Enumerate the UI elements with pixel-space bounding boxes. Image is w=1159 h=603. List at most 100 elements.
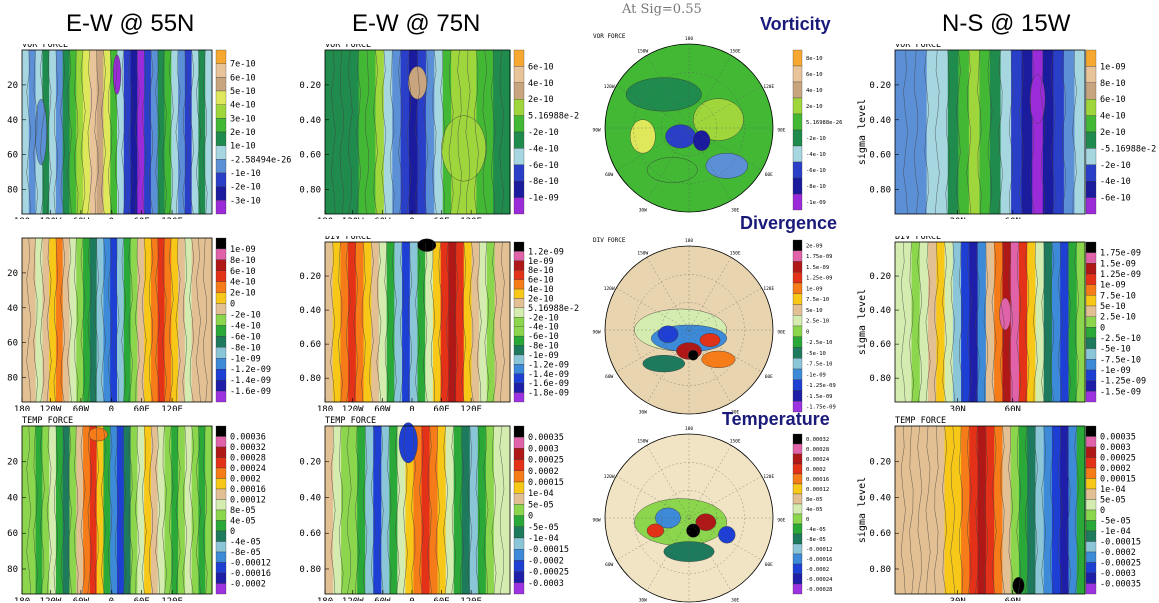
plot-frame	[21, 49, 213, 215]
contour-line	[330, 425, 336, 595]
contour-band	[22, 50, 30, 214]
colorbar-label: 0.00015	[528, 478, 564, 488]
x-tick-label: 180	[14, 217, 30, 219]
colorbar-label: -2.5e-10	[806, 340, 833, 346]
contour-line	[53, 425, 59, 595]
contour-line	[60, 49, 66, 215]
colorbar-swatch	[215, 49, 227, 64]
contour-line	[987, 49, 993, 215]
contour-blob	[625, 77, 702, 112]
contour-line	[331, 49, 336, 215]
x-tick-label: 120W	[342, 405, 364, 411]
colorbar-swatch	[1085, 348, 1097, 360]
x-tick-label: 180	[317, 405, 333, 411]
y-tick-label: 0.20	[869, 81, 891, 91]
colorbar-label: -4e-10	[528, 323, 559, 333]
contour-band	[394, 242, 403, 402]
y-tick-label: 0.20	[869, 272, 891, 282]
contour-line	[87, 237, 93, 403]
colorbar-swatch	[513, 115, 525, 133]
contour-band	[936, 426, 946, 594]
contour-band	[117, 50, 125, 214]
contour-line	[39, 237, 45, 403]
contour-band	[479, 242, 488, 402]
contour-line	[955, 49, 961, 215]
y-tick-label: 0.80	[869, 186, 891, 196]
contour-line	[107, 237, 113, 403]
contour-band	[123, 50, 132, 214]
colorbar-swatch	[792, 483, 803, 495]
contour-band	[110, 50, 118, 214]
contour-line	[361, 241, 366, 403]
contour-band	[178, 426, 186, 594]
colorbar-swatch	[215, 488, 227, 500]
contour-line	[128, 237, 133, 403]
colorbar-swatch	[792, 473, 803, 485]
colorbar-swatch	[215, 425, 227, 437]
contour-band	[1068, 426, 1078, 594]
colorbar-swatch	[792, 161, 803, 179]
contour-line	[175, 425, 181, 595]
colorbar-swatch	[513, 335, 525, 346]
contour-line	[114, 425, 120, 595]
colorbar-swatch	[513, 571, 525, 583]
colorbar-swatch	[792, 583, 803, 595]
contour-band	[905, 50, 917, 214]
contour-band	[911, 242, 921, 402]
contour-line	[121, 237, 127, 403]
colorbar-label: 1e-09	[528, 257, 554, 267]
colorbar-swatch	[215, 583, 227, 595]
contour-band	[150, 238, 159, 402]
chart-svg: DIV FORCE 20 40 60 80 180 120W 60W 0 60E 120E 1e-09…	[7, 236, 271, 411]
parallel	[661, 100, 717, 156]
contour-band	[397, 426, 407, 594]
x-tick-label: 60W	[73, 217, 90, 219]
x-tick-label: 120E	[460, 597, 482, 601]
contour-line	[94, 49, 99, 215]
contour-band	[936, 242, 946, 402]
colorbar-swatch	[792, 368, 803, 380]
contour-band	[171, 426, 179, 594]
contour-band	[103, 50, 111, 214]
plot-frame	[894, 425, 1086, 595]
contour-band	[1076, 242, 1086, 402]
contour-line	[438, 241, 443, 403]
contour-band	[381, 426, 390, 594]
contour-band	[1027, 242, 1037, 402]
contour-line	[991, 425, 997, 595]
colorbar-label: -0.00028	[806, 587, 833, 593]
colorbar-label: 0.00024	[806, 457, 830, 463]
x-tick-label: 120W	[40, 597, 62, 601]
contour-band	[55, 426, 64, 594]
chart-svg: DIV FORCE 0.20 0.40 0.60 0.80 sigma level 30N 6…	[857, 236, 1146, 411]
y-tick-label: 0.60	[300, 340, 321, 350]
colorbar-swatch	[792, 145, 803, 163]
header-ew-75n: E-W @ 75N	[352, 10, 481, 37]
colorbar-swatch	[1085, 273, 1097, 285]
colorbar-swatch	[215, 77, 227, 92]
contour-band	[484, 50, 494, 214]
contour-line	[381, 49, 387, 215]
contour-band	[425, 242, 434, 402]
y-tick-label: 0.20	[300, 81, 321, 91]
contour-line	[168, 425, 174, 595]
force-label: VOR FORCE	[895, 44, 941, 50]
contour-band	[22, 238, 30, 402]
colorbar-swatch	[792, 533, 803, 545]
contour-band	[463, 242, 473, 402]
contour-line	[482, 49, 488, 215]
colorbar-label: 1e-09	[1100, 62, 1126, 72]
x-tick-label: 180	[317, 217, 333, 219]
contour-blob	[692, 130, 711, 151]
contour-band	[357, 426, 366, 594]
contour-line	[182, 237, 188, 403]
colorbar-swatch	[792, 293, 803, 305]
contour-band	[1002, 426, 1012, 594]
panel-vor-ns: VOR FORCE 0.20 0.40 0.60 0.80 sigma level 30N 6…	[850, 44, 1159, 219]
colorbar-label: -0.00015	[1100, 538, 1141, 548]
colorbar-swatch	[513, 515, 525, 527]
contour-band	[205, 238, 213, 402]
x-tick-label: 30N	[950, 217, 966, 219]
contour-band	[110, 426, 118, 594]
contour-line	[1033, 425, 1038, 595]
